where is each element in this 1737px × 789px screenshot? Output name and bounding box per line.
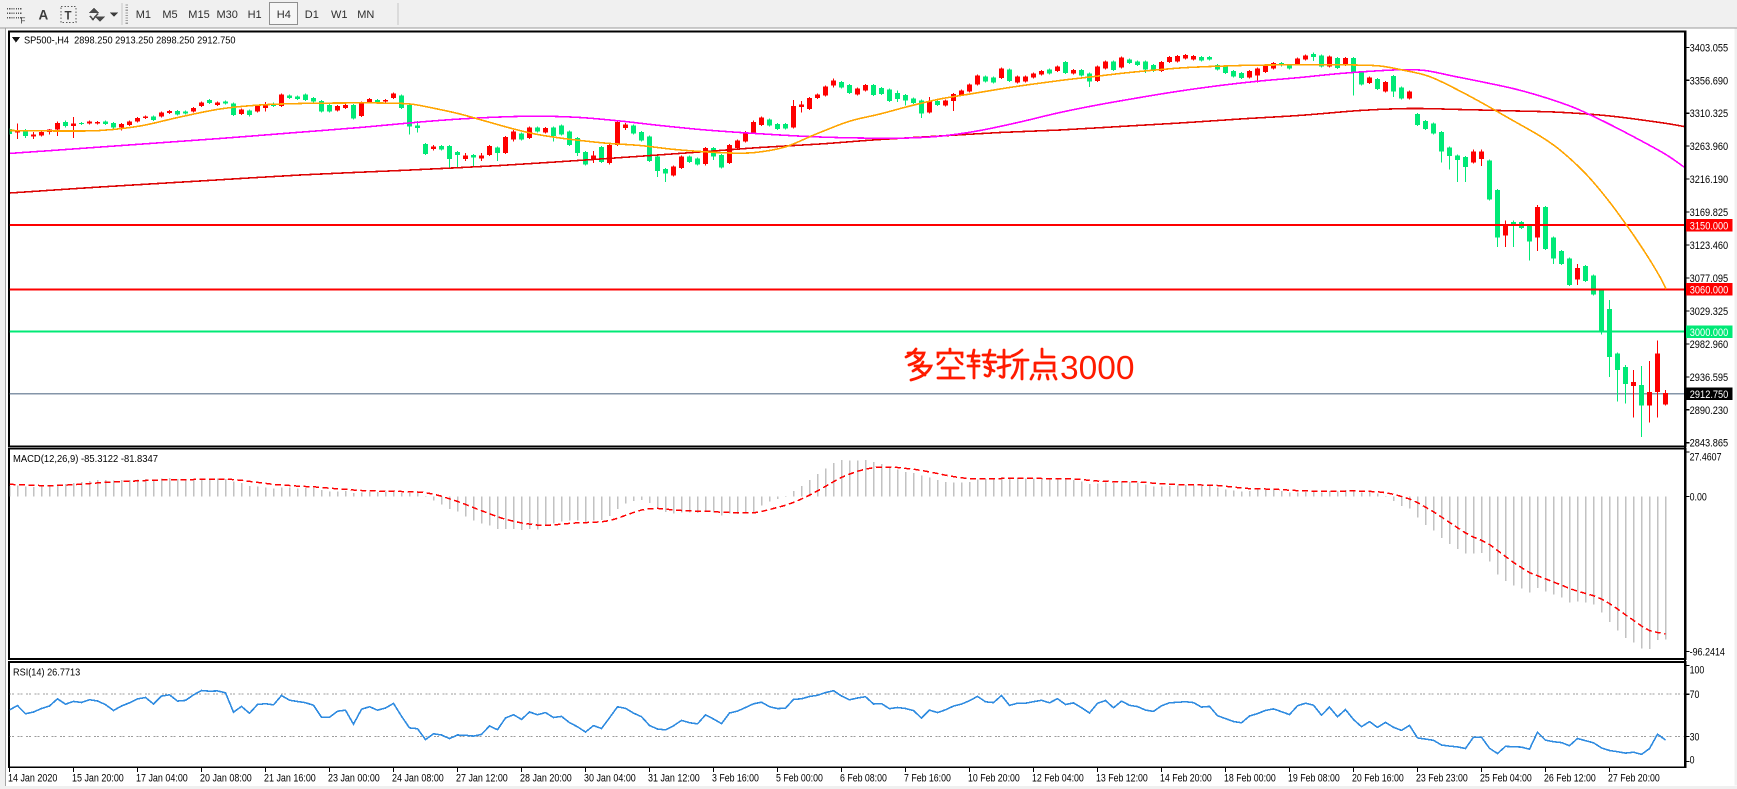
svg-text:70: 70 bbox=[1690, 689, 1700, 701]
svg-text:30 Jan 04:00: 30 Jan 04:00 bbox=[584, 772, 636, 784]
svg-text:3310.325: 3310.325 bbox=[1690, 108, 1729, 120]
svg-text:27 Feb 20:00: 27 Feb 20:00 bbox=[1608, 772, 1660, 784]
svg-text:14 Feb 20:00: 14 Feb 20:00 bbox=[1160, 772, 1212, 784]
svg-text:W1: W1 bbox=[331, 9, 348, 21]
svg-text:T: T bbox=[65, 11, 72, 23]
svg-text:A: A bbox=[39, 8, 49, 23]
svg-text:3077.095: 3077.095 bbox=[1690, 273, 1729, 285]
svg-text:14 Jan 2020: 14 Jan 2020 bbox=[8, 772, 57, 784]
svg-text:13 Feb 12:00: 13 Feb 12:00 bbox=[1096, 772, 1148, 784]
svg-text:15 Jan 20:00: 15 Jan 20:00 bbox=[72, 772, 124, 784]
svg-text:0: 0 bbox=[1690, 755, 1695, 767]
svg-text:3216.190: 3216.190 bbox=[1690, 174, 1729, 186]
svg-text:20 Feb 16:00: 20 Feb 16:00 bbox=[1352, 772, 1404, 784]
svg-text:2982.960: 2982.960 bbox=[1690, 339, 1729, 351]
svg-text:RSI(14) 26.7713: RSI(14) 26.7713 bbox=[13, 667, 80, 679]
svg-text:3123.460: 3123.460 bbox=[1690, 240, 1729, 252]
svg-text:3403.055: 3403.055 bbox=[1690, 42, 1729, 54]
svg-text:3263.960: 3263.960 bbox=[1690, 141, 1729, 153]
svg-text:H1: H1 bbox=[248, 9, 262, 21]
svg-text:D1: D1 bbox=[305, 9, 319, 21]
svg-text:7 Feb 16:00: 7 Feb 16:00 bbox=[904, 772, 951, 784]
svg-text:3169.825: 3169.825 bbox=[1690, 207, 1729, 219]
svg-text:0.00: 0.00 bbox=[1690, 491, 1707, 503]
svg-text:2890.230: 2890.230 bbox=[1690, 405, 1729, 417]
svg-text:SP500-,H4 2898.250 2913.250 2: SP500-,H4 2898.250 2913.250 2898.250 291… bbox=[24, 35, 236, 47]
svg-text:3060.000: 3060.000 bbox=[1690, 285, 1729, 297]
svg-text:18 Feb 00:00: 18 Feb 00:00 bbox=[1224, 772, 1276, 784]
svg-text:26 Feb 12:00: 26 Feb 12:00 bbox=[1544, 772, 1596, 784]
svg-text:19 Feb 08:00: 19 Feb 08:00 bbox=[1288, 772, 1340, 784]
svg-text:3150.000: 3150.000 bbox=[1690, 220, 1729, 232]
svg-text:6 Feb 08:00: 6 Feb 08:00 bbox=[840, 772, 887, 784]
svg-text:2936.595: 2936.595 bbox=[1690, 372, 1729, 384]
svg-text:MACD(12,26,9) -85.3122 -81.834: MACD(12,26,9) -85.3122 -81.8347 bbox=[13, 453, 158, 465]
svg-text:10 Feb 20:00: 10 Feb 20:00 bbox=[968, 772, 1020, 784]
svg-text:21 Jan 16:00: 21 Jan 16:00 bbox=[264, 772, 316, 784]
svg-text:M5: M5 bbox=[162, 9, 177, 21]
svg-text:25 Feb 04:00: 25 Feb 04:00 bbox=[1480, 772, 1532, 784]
svg-text:-96.2414: -96.2414 bbox=[1690, 647, 1725, 659]
svg-text:23 Feb 23:00: 23 Feb 23:00 bbox=[1416, 772, 1468, 784]
svg-text:31 Jan 12:00: 31 Jan 12:00 bbox=[648, 772, 700, 784]
svg-text:M1: M1 bbox=[136, 9, 151, 21]
svg-text:12 Feb 04:00: 12 Feb 04:00 bbox=[1032, 772, 1084, 784]
svg-text:27.4607: 27.4607 bbox=[1690, 451, 1722, 463]
svg-text:3356.690: 3356.690 bbox=[1690, 75, 1729, 87]
svg-text:3029.325: 3029.325 bbox=[1690, 306, 1729, 318]
svg-text:3000: 3000 bbox=[1060, 350, 1135, 387]
svg-text:3000.000: 3000.000 bbox=[1690, 327, 1729, 339]
svg-text:F: F bbox=[21, 17, 26, 26]
svg-text:2843.865: 2843.865 bbox=[1690, 438, 1729, 450]
svg-text:17 Jan 04:00: 17 Jan 04:00 bbox=[136, 772, 188, 784]
svg-text:H4: H4 bbox=[277, 9, 291, 21]
svg-text:24 Jan 08:00: 24 Jan 08:00 bbox=[392, 772, 444, 784]
svg-text:30: 30 bbox=[1690, 731, 1700, 743]
svg-text:20 Jan 08:00: 20 Jan 08:00 bbox=[200, 772, 252, 784]
svg-text:27 Jan 12:00: 27 Jan 12:00 bbox=[456, 772, 508, 784]
svg-text:5 Feb 00:00: 5 Feb 00:00 bbox=[776, 772, 823, 784]
svg-text:2912.750: 2912.750 bbox=[1690, 389, 1729, 401]
svg-text:M15: M15 bbox=[188, 9, 209, 21]
svg-text:3 Feb 16:00: 3 Feb 16:00 bbox=[712, 772, 759, 784]
svg-text:23 Jan 00:00: 23 Jan 00:00 bbox=[328, 772, 380, 784]
svg-text:100: 100 bbox=[1690, 664, 1705, 676]
svg-text:M30: M30 bbox=[216, 9, 237, 21]
svg-text:MN: MN bbox=[357, 9, 374, 21]
svg-text:28 Jan 20:00: 28 Jan 20:00 bbox=[520, 772, 572, 784]
